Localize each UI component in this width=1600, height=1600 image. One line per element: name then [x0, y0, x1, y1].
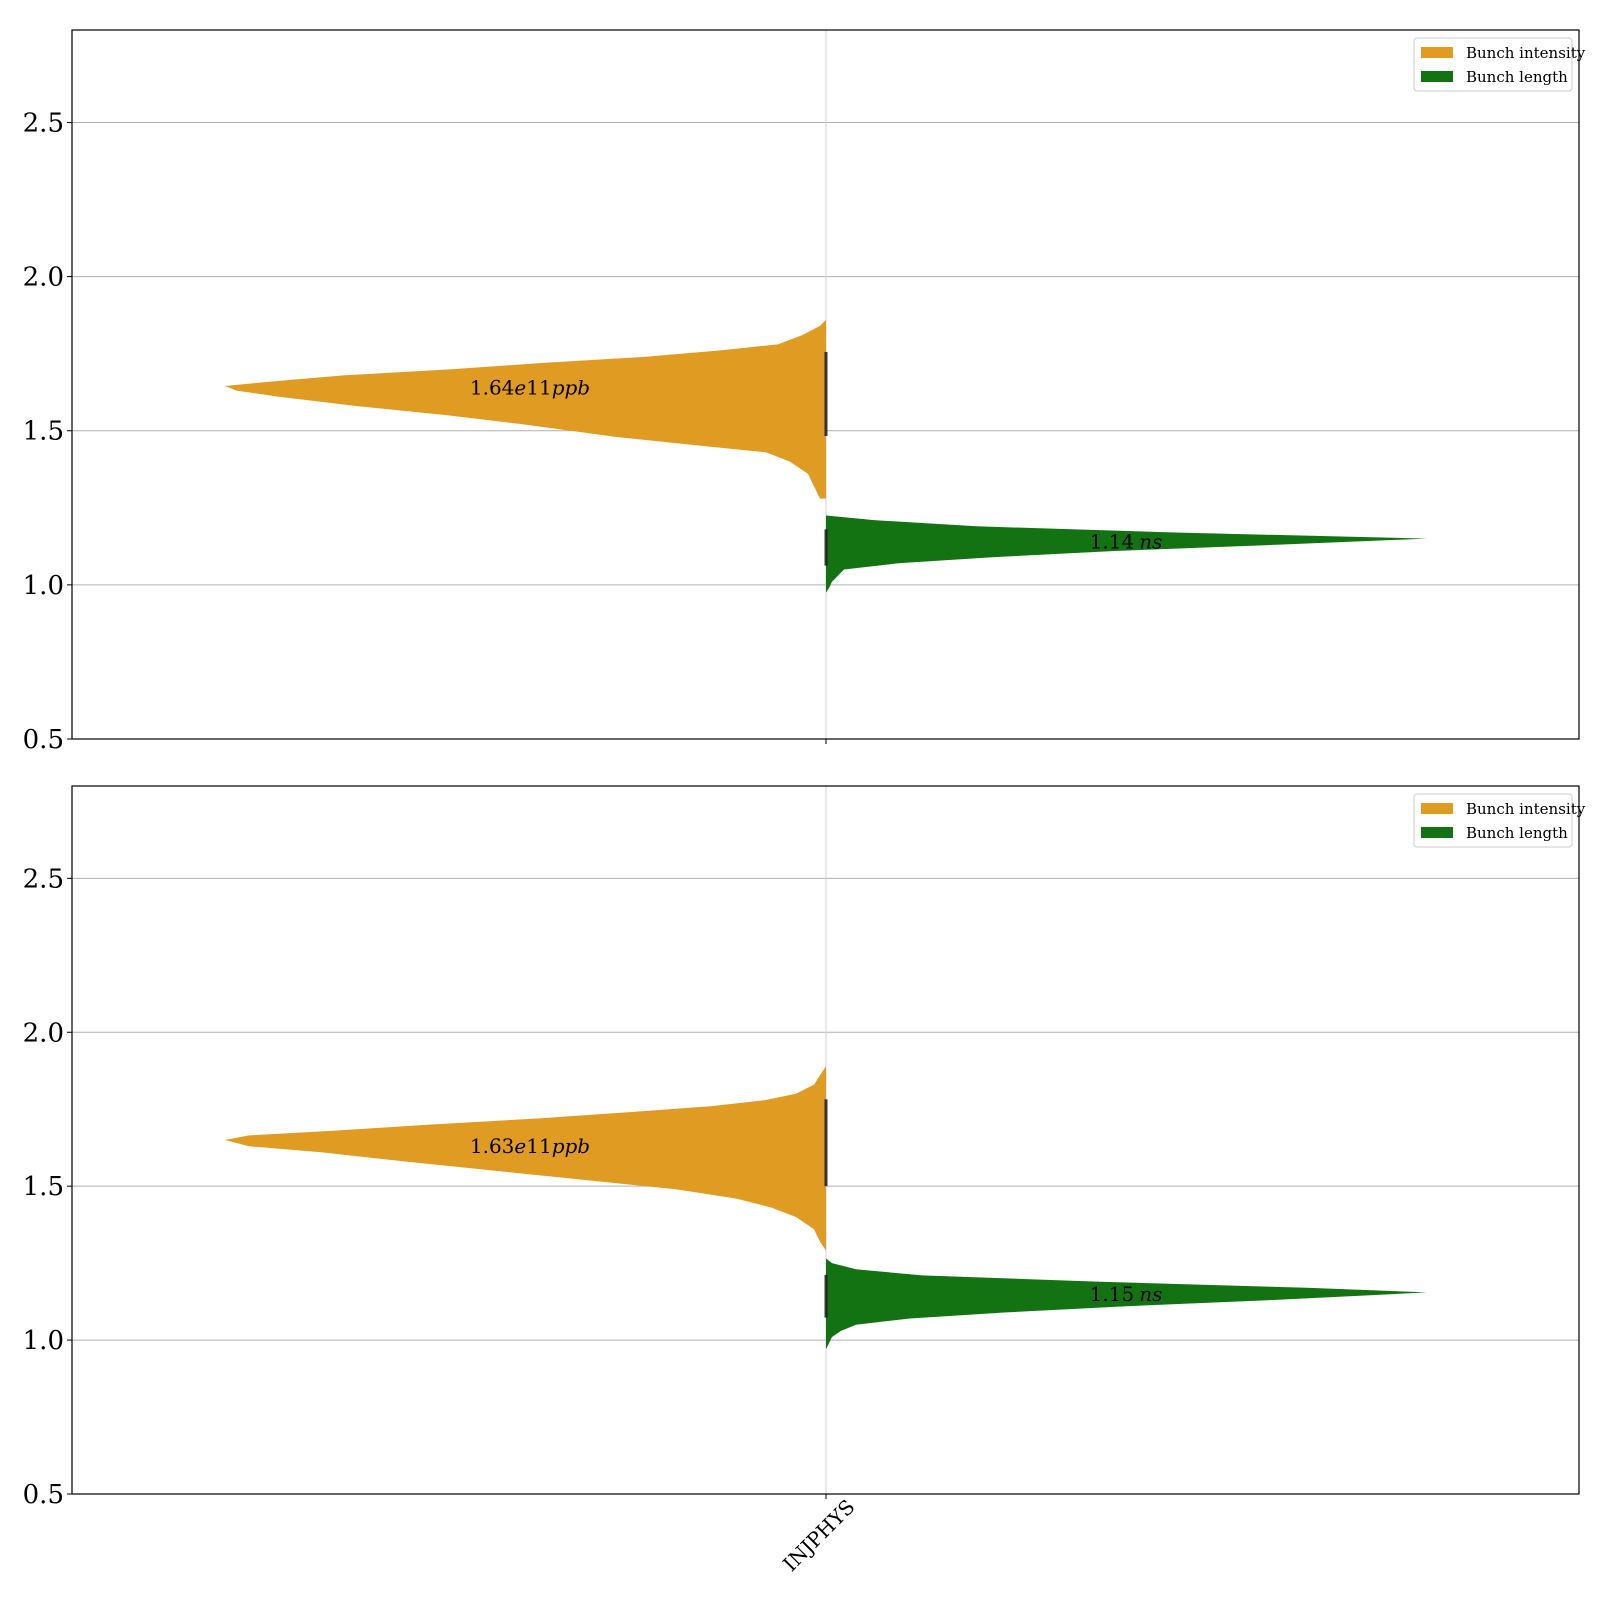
violin-bunch-intensity	[225, 1066, 826, 1251]
ytick-label: 2.0	[23, 1018, 64, 1048]
legend-box	[1413, 793, 1573, 848]
violin-bunch-length	[826, 1258, 1427, 1350]
ytick-label: 2.0	[23, 263, 64, 293]
x-axis: INJPHYS	[778, 1495, 859, 1576]
ytick-label: 1.0	[23, 571, 64, 601]
ytick-label: 1.5	[23, 417, 64, 447]
panel-top: 0.5 1.0 1.5 2.0 2.5 1.64e11ppb 1.14 ns Bunch int…	[23, 29, 1586, 755]
violin-inner-ticks	[824, 529, 828, 566]
annotation-bunch-intensity: 1.64e11ppb	[470, 376, 590, 400]
violin-inner-ticks	[824, 351, 828, 436]
annotation-bunch-length: 1.14 ns	[1090, 530, 1163, 554]
legend-swatch	[1421, 71, 1453, 82]
ytick-label: 2.5	[23, 108, 64, 138]
violin-bunch-length	[826, 515, 1427, 593]
legend-entry: Bunch length	[1466, 824, 1568, 842]
violin-bunch-intensity	[225, 319, 826, 499]
legend: Bunch intensity Bunch length	[1413, 793, 1586, 848]
xtick-label: INJPHYS	[778, 1495, 859, 1576]
legend-swatch	[1421, 803, 1453, 814]
annotation-bunch-intensity: 1.63e11ppb	[470, 1134, 590, 1158]
legend-entry: Bunch intensity	[1466, 800, 1586, 818]
legend-entry: Bunch intensity	[1466, 44, 1586, 62]
violin-inner-ticks	[824, 1274, 828, 1318]
legend-swatch	[1421, 827, 1453, 838]
legend-swatch	[1421, 47, 1453, 58]
ytick-label: 0.5	[23, 725, 64, 755]
ytick-label: 0.5	[23, 1480, 64, 1510]
legend-entry: Bunch length	[1466, 68, 1568, 86]
legend-box	[1413, 37, 1573, 92]
ytick-label: 1.0	[23, 1326, 64, 1356]
ytick-label: 1.5	[23, 1172, 64, 1202]
violin-inner-ticks	[824, 1099, 828, 1187]
annotation-bunch-length: 1.15 ns	[1090, 1282, 1163, 1306]
ytick-label: 2.5	[23, 864, 64, 894]
panel-bottom: 0.5 1.0 1.5 2.0 2.5 1.63e11ppb 1.15 ns Bunch int…	[23, 785, 1586, 1510]
legend: Bunch intensity Bunch length	[1413, 37, 1586, 92]
